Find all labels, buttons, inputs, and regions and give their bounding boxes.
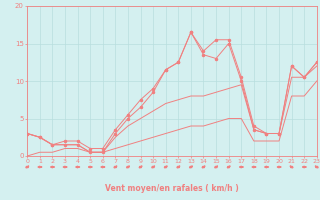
X-axis label: Vent moyen/en rafales ( km/h ): Vent moyen/en rafales ( km/h ): [105, 184, 239, 193]
